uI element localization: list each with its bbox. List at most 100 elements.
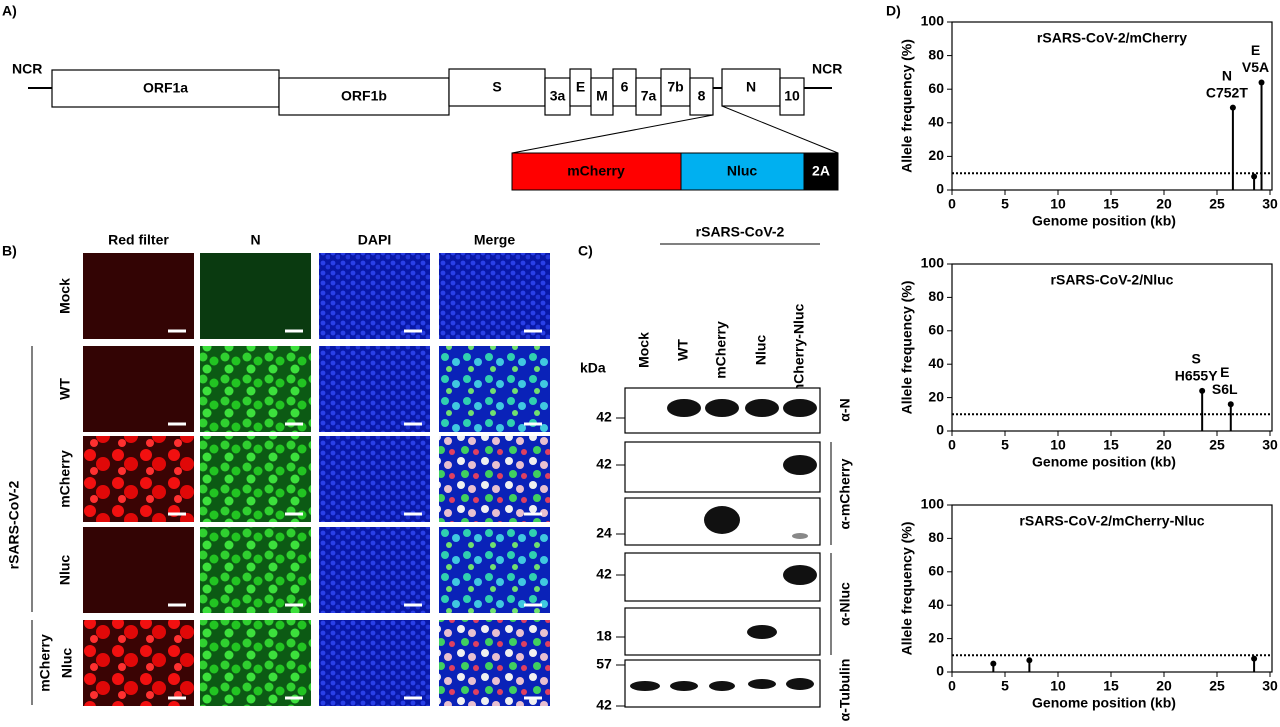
row-label: Mock [57,278,73,314]
x-tick-label: 15 [1103,678,1119,694]
group-label: rSARS-CoV-2 [6,480,22,569]
y-tick-label: 60 [928,80,944,96]
chart-title: rSARS-CoV-2/Nluc [1051,272,1174,288]
x-tick-label: 15 [1103,196,1119,212]
micrograph [83,620,194,706]
gene-box [635,77,662,116]
y-axis-label: Allele frequency (%) [899,281,915,415]
x-tick-label: 5 [1001,196,1009,212]
x-tick-label: 25 [1209,196,1225,212]
blot-band [747,625,777,639]
micrograph [200,527,311,613]
y-tick-label: 40 [928,114,944,130]
x-tick-label: 25 [1209,437,1225,453]
ncr-label: NCR [812,61,842,77]
y-axis-label: Allele frequency (%) [899,39,915,173]
gene-label: S [492,79,501,95]
zoom-line [721,105,839,154]
y-tick-label: 60 [928,322,944,338]
gene-label: ORF1b [341,88,387,104]
y-tick-label: 80 [928,46,944,62]
lollipop-head [1229,104,1236,111]
x-tick-label: 20 [1156,196,1172,212]
micrograph [439,620,550,706]
ncr-label: NCR [12,61,42,77]
y-tick-label: 20 [928,388,944,404]
blot-band [667,399,701,417]
blot-band [705,399,739,417]
chart-title: rSARS-CoV-2/mCherry-Nluc [1019,513,1204,529]
micrograph [319,620,430,706]
x-axis-label: Genome position (kb) [1032,695,1176,711]
micrograph [200,253,311,339]
unit-label: kDa [580,360,606,376]
column-header: Merge [474,232,515,248]
y-tick-label: 100 [921,255,945,271]
marker-label: 42 [596,456,612,472]
x-axis-label: Genome position (kb) [1032,454,1176,470]
mutation-label: E [1220,364,1229,380]
panel-label: D) [886,3,901,19]
blot-band [630,681,660,691]
gene-box [448,68,546,107]
x-tick-label: 30 [1262,678,1278,694]
mutation-label: S [1191,351,1200,367]
insert-box [680,152,805,191]
micrograph [200,436,311,522]
gene-label: N [746,79,756,95]
x-tick-label: 15 [1103,437,1119,453]
marker-label: 57 [596,656,612,672]
y-tick-label: 0 [936,663,944,679]
y-tick-label: 60 [928,563,944,579]
lollipop-head [990,660,997,667]
y-tick-label: 40 [928,355,944,371]
micrograph [319,527,430,613]
microscopy-panel: rSARS-CoV-2 Red filter N DAPI Merge Mock WT mC… [6,232,550,706]
chart-title: rSARS-CoV-2/mCherry [1037,30,1187,46]
blot-band [792,533,808,539]
x-tick-label: 30 [1262,196,1278,212]
micrograph [319,253,430,339]
panel-label: C) [578,243,593,259]
column-header: DAPI [358,232,391,248]
x-tick-label: 20 [1156,437,1172,453]
column-header: N [250,232,260,248]
marker-label: 18 [596,628,612,644]
western-blot: rSARS-CoV-2 kDa Mock WT mCherry Nluc mCherry… [580,224,853,722]
gene-box [278,77,450,116]
antibody-label: α-mCherry [837,458,853,529]
plot-frame [951,21,1273,191]
gene-box [779,77,805,116]
x-tick-label: 10 [1050,678,1066,694]
gene-label: M [596,88,608,104]
micrograph [319,436,430,522]
blot-band [704,506,740,534]
plot-frame [951,504,1273,673]
column-header: Red filter [108,232,169,248]
mutation-label: C752T [1206,84,1248,100]
micrograph [83,527,194,613]
marker-label: 24 [596,525,612,541]
row-label: mCherry [57,450,73,508]
antibody-label: α-Nluc [837,582,853,626]
y-tick-label: 0 [936,422,944,438]
gene-box [544,77,571,116]
insert-label: mCherry [567,163,625,179]
antibody-label: α-Tubulin [837,659,853,722]
mutation-label: H655Y [1175,368,1218,384]
marker-label: 42 [596,409,612,425]
blot-band [786,678,814,690]
lollipop-head [1026,657,1033,664]
gene-label: 7b [667,79,683,95]
gene-label: 10 [784,88,800,104]
micrograph [439,436,550,522]
blot-band [670,681,698,691]
panel-label: A) [2,3,17,19]
x-tick-label: 25 [1209,678,1225,694]
micrograph [439,346,550,432]
lollipop-head [1251,655,1258,662]
lane-label: WT [675,339,691,361]
blot-strip [624,607,821,656]
gene-label: 3a [550,88,566,104]
